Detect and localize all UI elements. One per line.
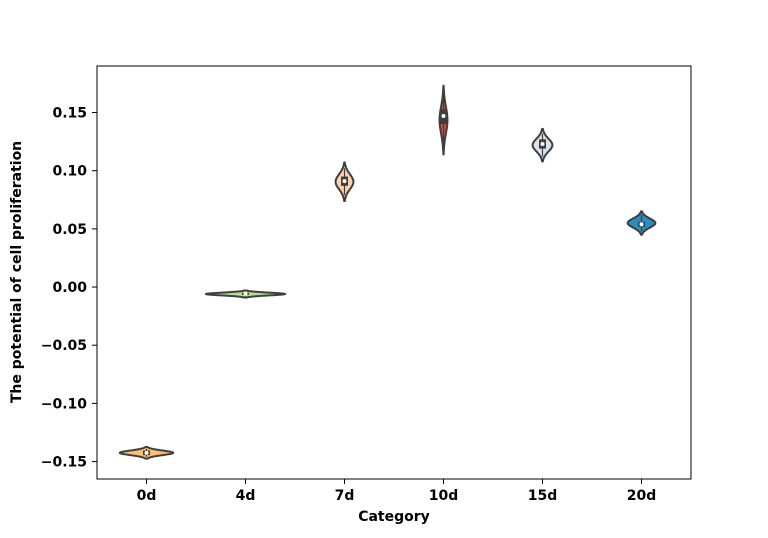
y-tick-label: 0.05: [52, 222, 87, 238]
violin-median-20d: [639, 222, 644, 227]
y-axis-ticks: 0.15 0.10 0.05 0.00 −0.05 −0.10 −0.15: [41, 106, 97, 471]
y-tick-label: 0.00: [52, 280, 87, 296]
plot-frame: [96, 65, 692, 480]
y-tick-label: 0.10: [52, 164, 87, 180]
y-axis-title: The potential of cell proliferation: [9, 141, 25, 403]
violin-median-0d: [144, 450, 149, 455]
x-tick-label: 15d: [528, 488, 558, 504]
y-tick-label: −0.05: [41, 338, 87, 354]
x-tick-label: 7d: [335, 488, 355, 504]
x-axis-ticks: 0d 4d 7d 10d 15d 20d: [137, 479, 657, 504]
violins-group: [118, 84, 657, 460]
y-tick-label: 0.15: [52, 106, 87, 122]
violin-median-7d: [342, 179, 347, 184]
violin-median-4d: [243, 291, 248, 296]
x-tick-label: 10d: [429, 488, 459, 504]
x-tick-label: 0d: [137, 488, 157, 504]
x-tick-label: 4d: [236, 488, 256, 504]
x-axis-title: Category: [358, 509, 430, 525]
y-tick-label: −0.10: [41, 396, 88, 412]
x-tick-label: 20d: [627, 488, 657, 504]
violin-median-10d: [441, 114, 446, 119]
plot-background: [97, 66, 691, 479]
y-tick-label: −0.15: [41, 455, 87, 471]
violin-median-15d: [540, 141, 545, 146]
